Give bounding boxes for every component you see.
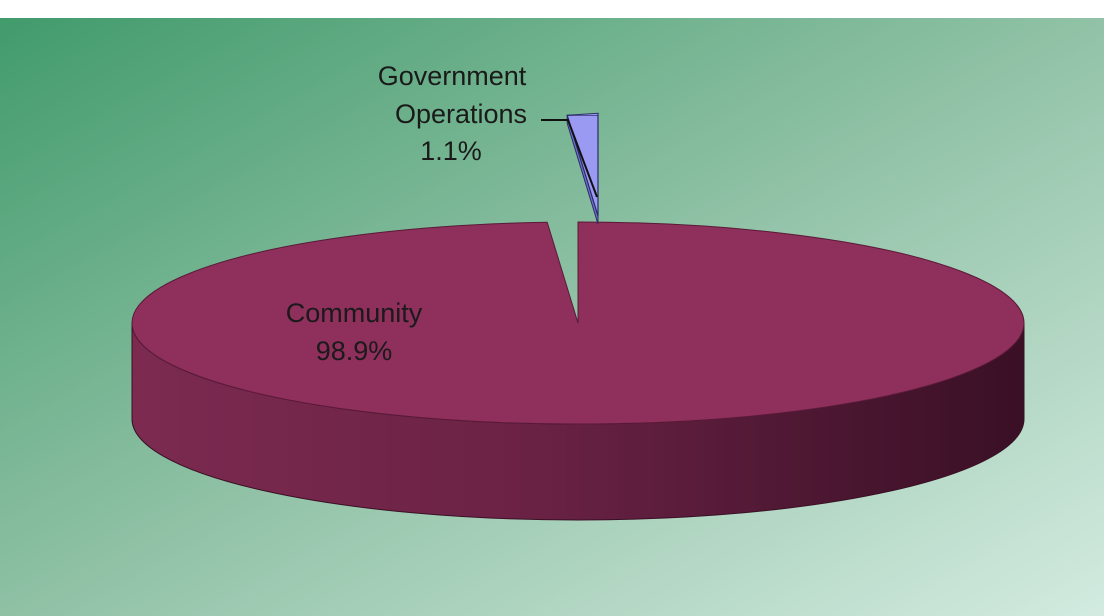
label-community-value: 98.9% (316, 336, 393, 366)
label-government-operations: Government Operations 1.1% (378, 61, 527, 166)
label-government-name-line2: Operations (395, 99, 527, 129)
slice-community-top (131, 221, 1025, 425)
label-leader-line (541, 119, 598, 198)
label-government-name-line1: Government (378, 61, 527, 91)
label-community: Community 98.9% (286, 298, 423, 366)
label-community-name: Community (286, 298, 423, 328)
pie-group (131, 112, 1025, 521)
top-border (0, 0, 1104, 18)
label-government-value: 1.1% (420, 136, 482, 166)
slice-government-rim (567, 112, 599, 116)
